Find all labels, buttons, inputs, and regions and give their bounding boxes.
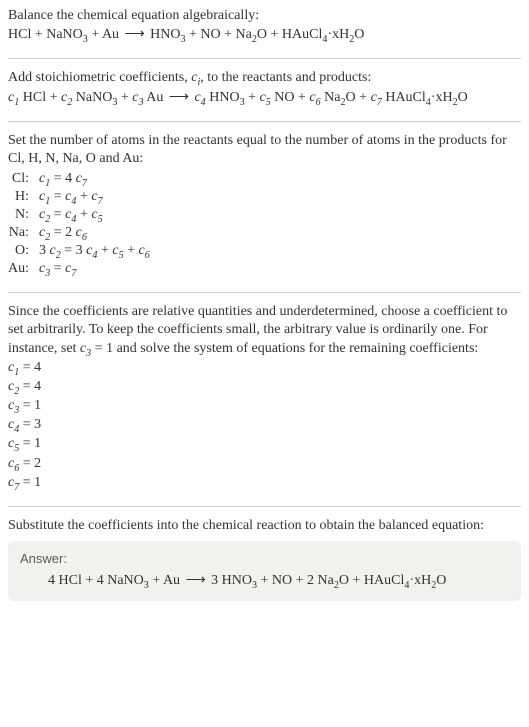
section-2-equation: c1 HCl + c2 NaNO3 + c3 Au ⟶ c4 HNO3 + c5…	[8, 89, 521, 107]
element-equation: c1 = c4 + c7	[33, 188, 150, 206]
section-3-title: Set the number of atoms in the reactants…	[8, 132, 521, 168]
coefficient-line: c7 = 1	[8, 474, 521, 492]
divider	[8, 292, 521, 293]
element-equation: c2 = 2 c6	[33, 224, 150, 242]
atoms-table: Cl:c1 = 4 c7H:c1 = c4 + c7N:c2 = c4 + c5…	[8, 170, 150, 278]
element-label: O:	[8, 242, 33, 260]
coefficient-line: c1 = 4	[8, 359, 521, 377]
coefficient-line: c4 = 3	[8, 416, 521, 434]
divider	[8, 121, 521, 122]
element-equation: 3 c2 = 3 c4 + c5 + c6	[33, 242, 150, 260]
table-row: N:c2 = c4 + c5	[8, 206, 150, 224]
coefficients-list: c1 = 4c2 = 4c3 = 1c4 = 3c5 = 1 c6 = 2c7 =…	[8, 359, 521, 492]
element-label: H:	[8, 188, 33, 206]
element-label: Na:	[8, 224, 33, 242]
coefficient-line: c6 = 2	[8, 455, 521, 473]
element-equation: c3 = c7	[33, 260, 150, 278]
element-label: Cl:	[8, 170, 33, 188]
answer-box: Answer: 4 HCl + 4 NaNO3 + Au ⟶ 3 HNO3 + …	[8, 541, 521, 601]
table-row: Na:c2 = 2 c6	[8, 224, 150, 242]
answer-equation: 4 HCl + 4 NaNO3 + Au ⟶ 3 HNO3 + NO + 2 N…	[20, 572, 509, 589]
section-4-title: Since the coefficients are relative quan…	[8, 303, 521, 358]
element-equation: c2 = c4 + c5	[33, 206, 150, 224]
divider	[8, 58, 521, 59]
element-label: N:	[8, 206, 33, 224]
element-label: Au:	[8, 260, 33, 278]
answer-label: Answer:	[20, 551, 509, 566]
coefficient-line: c3 = 1	[8, 397, 521, 415]
table-row: Au:c3 = c7	[8, 260, 150, 278]
section-5-title: Substitute the coefficients into the che…	[8, 517, 521, 535]
table-row: Cl:c1 = 4 c7	[8, 170, 150, 188]
table-row: O:3 c2 = 3 c4 + c5 + c6	[8, 242, 150, 260]
section-1-equation: HCl + NaNO3 + Au ⟶ HNO3 + NO + Na2O + HA…	[8, 26, 521, 44]
document-container: Balance the chemical equation algebraica…	[0, 0, 529, 607]
section-2-title: Add stoichiometric coefficients, ci, to …	[8, 69, 521, 87]
table-row: H:c1 = c4 + c7	[8, 188, 150, 206]
divider	[8, 506, 521, 507]
coefficient-line: c2 = 4	[8, 378, 521, 396]
element-equation: c1 = 4 c7	[33, 170, 150, 188]
coefficient-line: c5 = 1	[8, 435, 521, 453]
section-1-title: Balance the chemical equation algebraica…	[8, 7, 521, 25]
